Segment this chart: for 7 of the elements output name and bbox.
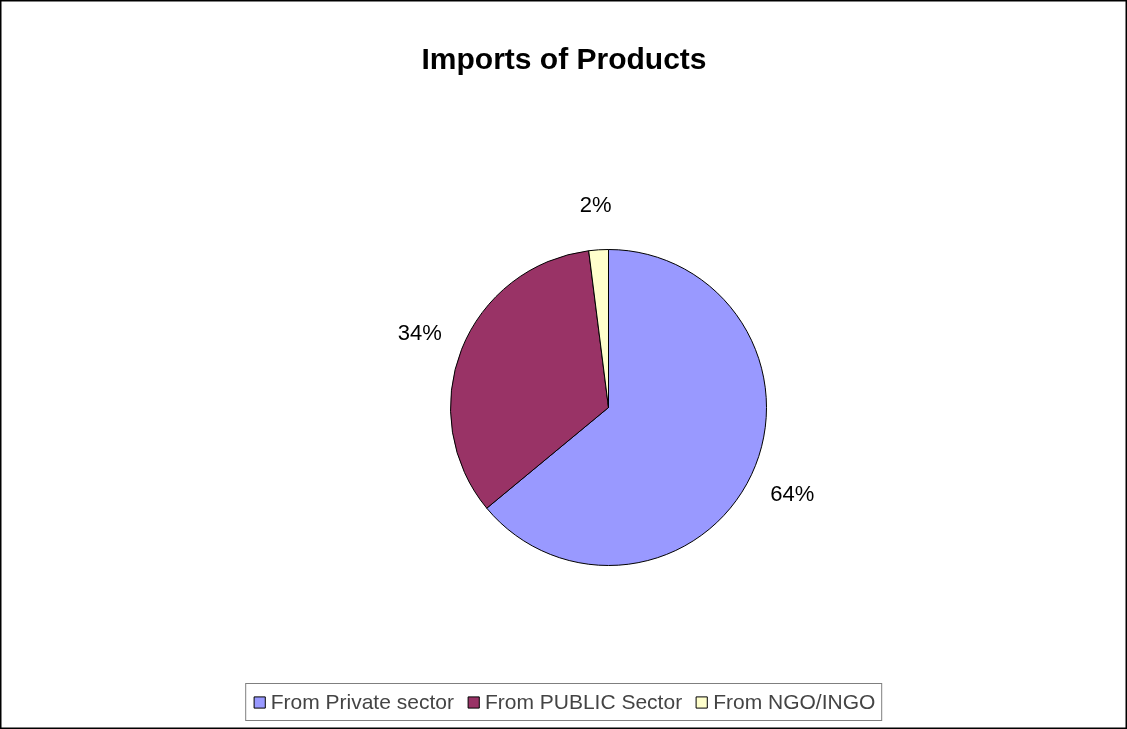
data-label: 64%: [770, 481, 815, 507]
legend-label: From NGO/INGO: [713, 690, 876, 714]
data-label: 34%: [397, 320, 442, 346]
chart-title: Imports of Products: [421, 42, 707, 75]
data-label: 2%: [579, 192, 612, 218]
legend-label: From PUBLIC Sector: [484, 690, 683, 714]
legend-label: From Private sector: [270, 690, 454, 714]
